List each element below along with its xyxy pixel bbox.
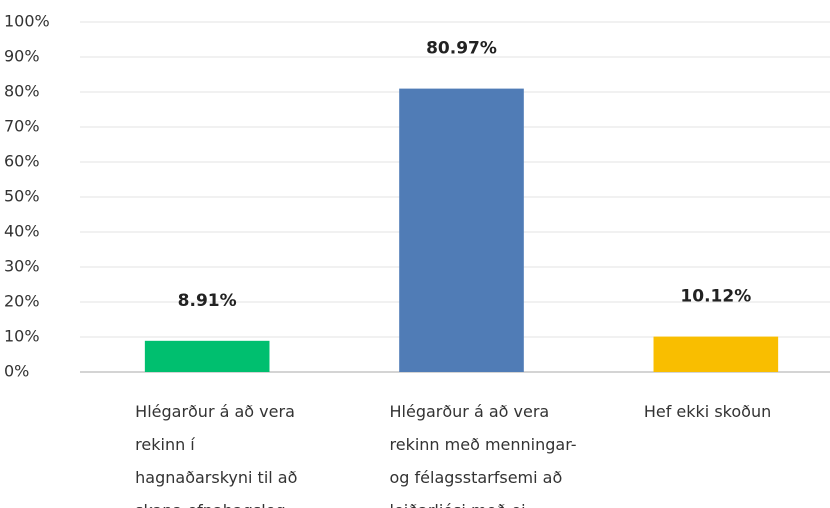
x-tick-label: Hlégarður á að vera rekinn með menningar-… <box>390 402 577 508</box>
bar <box>144 340 270 372</box>
bar <box>399 88 524 372</box>
y-tick-label: 100% <box>4 12 50 31</box>
x-tick-label: Hef ekki skoðun <box>644 402 771 421</box>
y-tick-label: 10% <box>4 327 40 346</box>
y-tick-label: 20% <box>4 292 40 311</box>
y-tick-label: 30% <box>4 257 40 276</box>
value-label: 80.97% <box>426 39 497 59</box>
y-tick-label: 0% <box>4 362 29 381</box>
y-tick-label: 40% <box>4 222 40 241</box>
y-tick-label: 70% <box>4 117 40 136</box>
bar <box>653 336 779 372</box>
y-tick-label: 60% <box>4 152 40 171</box>
y-tick-label: 80% <box>4 82 40 101</box>
value-label: 8.91% <box>178 291 237 311</box>
y-tick-label: 90% <box>4 47 40 66</box>
y-tick-label: 50% <box>4 187 40 206</box>
value-label: 10.12% <box>680 287 751 307</box>
x-tick-label: Hlégarður á að vera rekinn í hagnaðarskyni… <box>135 402 301 508</box>
